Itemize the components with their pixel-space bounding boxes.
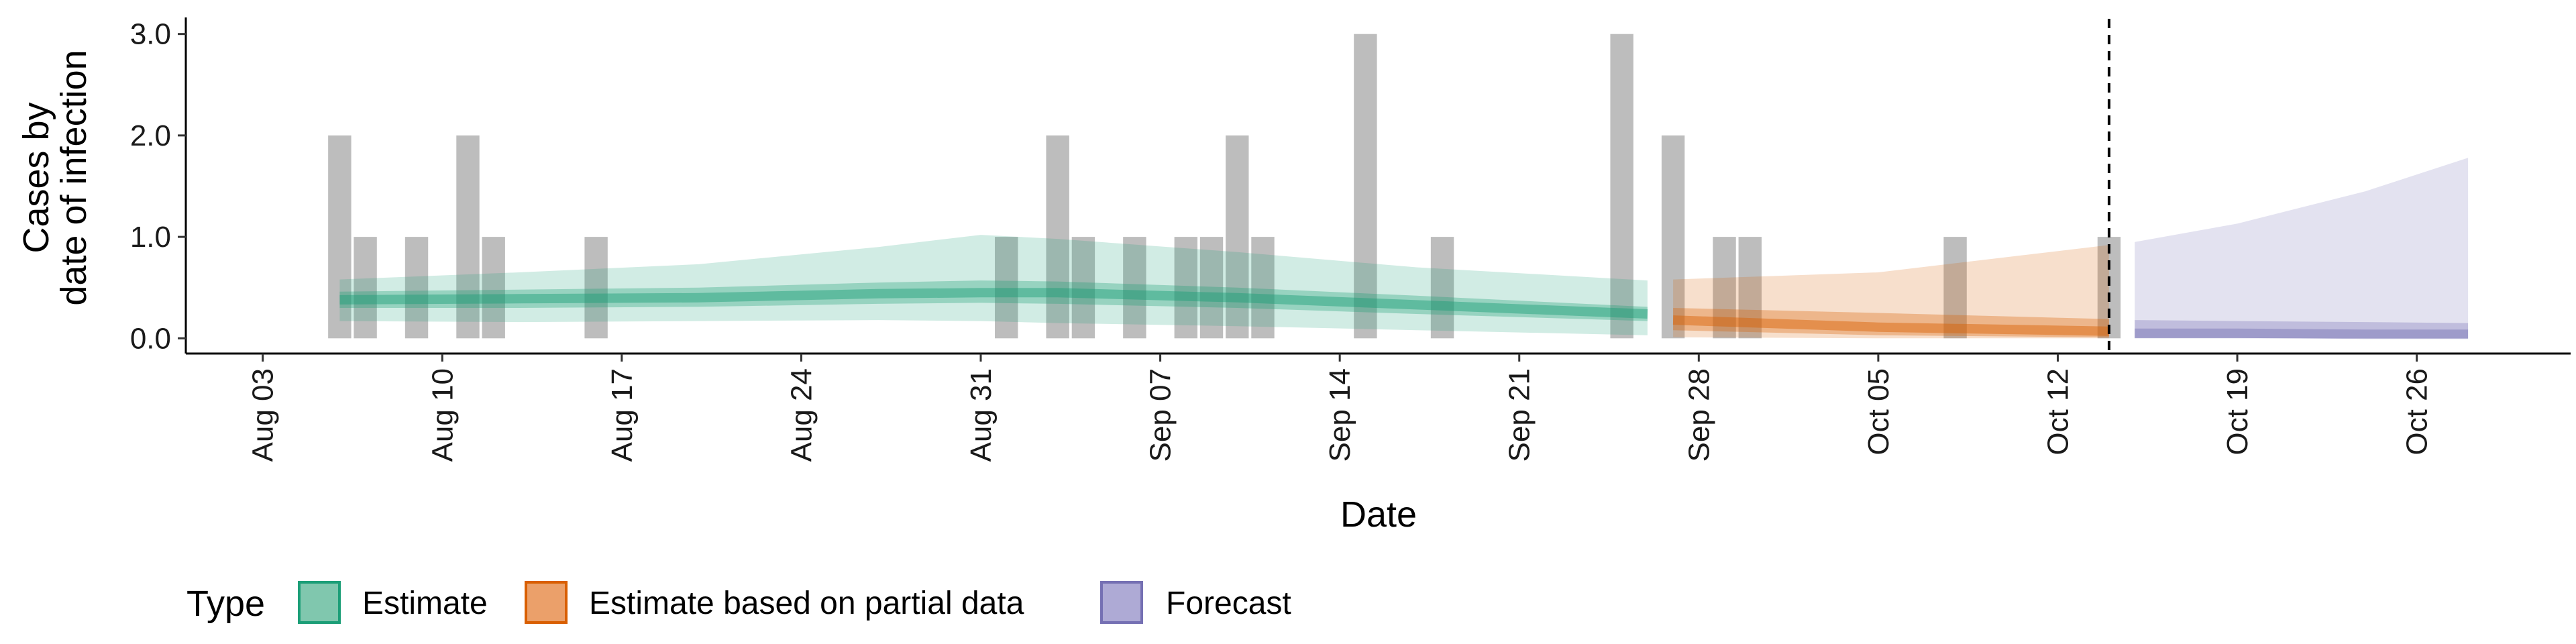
reported-case-bar [2097,237,2121,339]
reported-case-bar [1430,237,1454,339]
legend-label-forecast: Forecast [1166,586,1291,621]
legend-title: Type [186,584,265,624]
x-tick-label: Sep 07 [1144,368,1177,462]
x-tick-label: Aug 24 [785,368,818,462]
legend-key-partial [525,581,568,624]
reported-case-bar [1354,34,1377,339]
legend: Type Estimate Estimate based on partial … [186,581,1291,624]
y-tick-label: 3.0 [130,18,171,51]
reported-case-bar [995,237,1018,339]
legend-key-estimate [298,581,341,624]
x-tick-label: Oct 12 [2042,368,2075,455]
x-tick-label: Aug 10 [426,368,459,462]
legend-item-estimate: Estimate [298,581,488,624]
ribbon-50-forecast [2135,320,2469,339]
y-tick-label: 1.0 [130,221,171,254]
ribbon-50-estimate [339,280,1648,321]
reported-case-bar [584,237,608,339]
reported-case-bar [405,237,429,339]
reported-case-bar [1713,237,1736,339]
y-axis-title: Cases by date of infection [16,50,94,305]
reported-case-bar [1610,34,1633,339]
x-tick-label: Aug 03 [247,368,280,462]
reported-case-bar [1226,135,1249,339]
reported-case-bar [328,135,352,339]
reported-case-bar [1123,237,1146,339]
reported-case-bar [1046,135,1069,339]
y-axis-title-line-1: Cases by [16,102,56,253]
reported-case-bar [456,135,480,339]
median-line-estimate-based-on-partial-data [1672,315,2110,336]
median-line-estimate [339,288,1648,319]
reported-case-bar [1174,237,1198,339]
x-tick-label: Oct 19 [2221,368,2254,455]
legend-item-partial: Estimate based on partial data [525,581,1024,624]
reported-case-bar [1943,237,1967,339]
y-axis-title-line-2: date of infection [54,50,94,305]
plot-area [328,19,2469,354]
x-tick-label: Aug 31 [965,368,998,462]
x-axis-title: Date [1340,494,1417,535]
median-line-forecast [2135,328,2469,339]
reported-case-bar [1661,135,1685,339]
axes: 0.0 1.0 2.0 3.0 Aug 03 Aug 10 Aug 17 Aug 24 Aug … [130,17,2571,462]
legend-label-partial: Estimate based on partial data [589,586,1024,621]
x-tick-label: Aug 17 [606,368,639,462]
x-tick-label: Sep 21 [1503,368,1536,462]
reported-case-bar [1071,237,1095,339]
x-tick-label: Sep 28 [1682,368,1715,462]
reported-case-bar [1251,237,1275,339]
ribbon-50-estimate-based-on-partial-data [1673,308,2109,337]
x-tick-label: Oct 05 [1862,368,1895,455]
x-tick-label: Sep 14 [1324,368,1356,462]
reported-case-bar [482,237,505,339]
reported-case-bar [354,237,377,339]
ribbon-90-estimate-based-on-partial-data [1673,245,2109,339]
ribbon-90-forecast [2135,158,2469,339]
legend-key-forecast [1100,581,1143,624]
reported-case-bar [1199,237,1224,339]
legend-label-estimate: Estimate [362,586,488,621]
x-tick-label: Oct 26 [2401,368,2434,455]
y-tick-label: 0.0 [130,322,171,355]
y-tick-label: 2.0 [130,119,171,152]
reported-case-bar [1738,237,1762,339]
ribbon-90-estimate [339,235,1648,335]
legend-item-forecast: Forecast [1100,581,1291,624]
